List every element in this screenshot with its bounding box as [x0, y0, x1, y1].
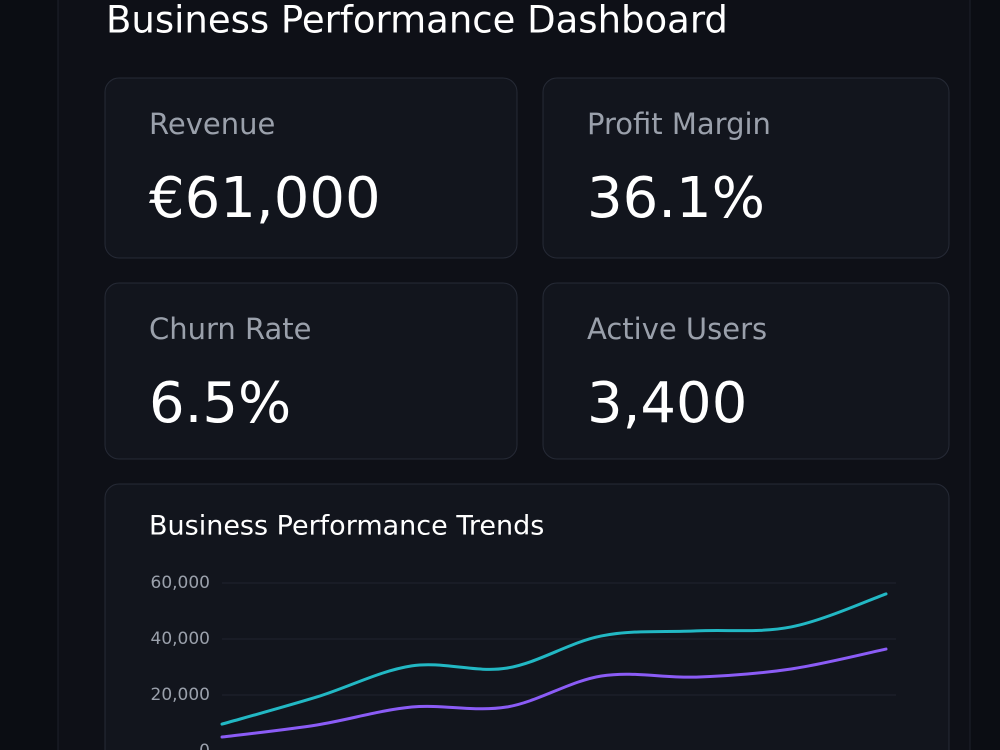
- kpi-card: Revenue €61,000: [104, 77, 518, 259]
- card-label: Revenue: [149, 107, 275, 141]
- card-label: Profit Margin: [587, 107, 771, 141]
- card-value: 36.1%: [587, 166, 765, 231]
- chart-card: [104, 483, 950, 750]
- kpi-card: Active Users 3,400: [542, 282, 950, 460]
- card-label: Churn Rate: [149, 312, 312, 346]
- series-line: [220, 647, 888, 739]
- y-tick-label: 20,000: [151, 685, 210, 705]
- card-bg: [104, 77, 518, 259]
- y-tick-label: 40,000: [151, 629, 210, 649]
- card-bg: [104, 282, 518, 460]
- card-label: Active Users: [587, 312, 767, 346]
- card-value: €61,000: [149, 166, 381, 231]
- y-tick-label: 0: [199, 741, 210, 750]
- dashboard-title: Business Performance Dashboard: [106, 0, 728, 42]
- card-bg: [542, 282, 950, 460]
- y-tick-label: 60,000: [151, 573, 210, 593]
- chart: 0 20,000 40,000 60,000: [151, 573, 896, 750]
- kpi-card: Churn Rate 6.5%: [104, 282, 518, 460]
- series-line: [220, 592, 888, 726]
- chart-title: Business Performance Trends: [149, 511, 544, 542]
- card-bg: [542, 77, 950, 259]
- kpi-card: Profit Margin 36.1%: [542, 77, 950, 259]
- card-value: 6.5%: [149, 371, 291, 436]
- cards: Revenue €61,000 Profit Margin 36.1% Churn Ra…: [104, 77, 950, 460]
- card-value: 3,400: [587, 371, 747, 436]
